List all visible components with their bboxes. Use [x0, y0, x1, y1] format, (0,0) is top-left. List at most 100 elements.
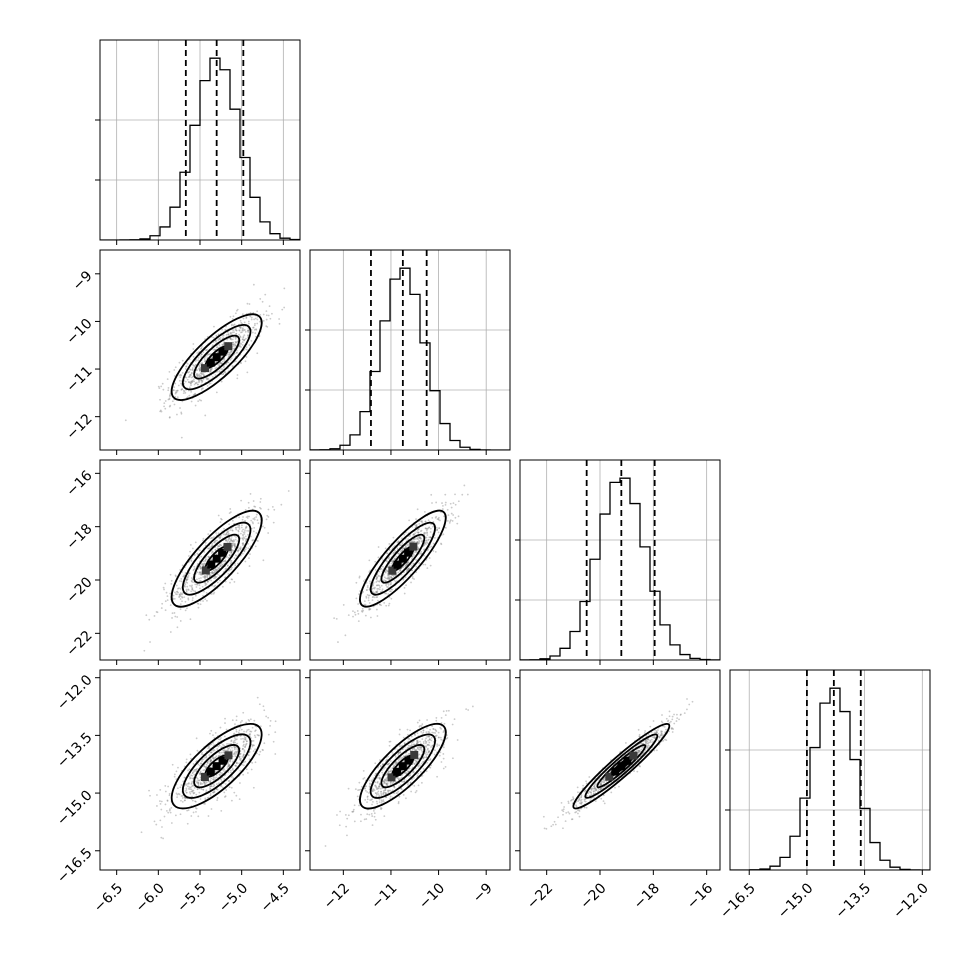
sample-point — [225, 539, 228, 541]
sample-point — [197, 606, 200, 609]
sample-point — [200, 577, 202, 579]
sample-point — [412, 533, 415, 536]
sample-point — [228, 554, 231, 557]
sample-point — [210, 552, 213, 554]
sample-point — [220, 362, 222, 365]
sample-point — [382, 800, 385, 803]
sample-point — [241, 747, 244, 750]
sample-point — [430, 736, 433, 739]
sample-point — [227, 530, 230, 533]
sample-point — [414, 524, 417, 527]
sample-point — [198, 772, 201, 775]
sample-point — [217, 333, 220, 336]
sample-point — [440, 728, 443, 730]
sample-point — [204, 780, 207, 783]
sample-point — [199, 369, 202, 372]
x-tick-label: −6.5 — [91, 880, 126, 915]
sample-point — [377, 790, 380, 793]
sample-point — [218, 536, 220, 539]
sample-point — [201, 381, 203, 384]
sample-point — [358, 788, 361, 791]
sample-point — [217, 514, 220, 517]
sample-point — [173, 773, 176, 776]
panel-frame — [99, 459, 301, 661]
sample-point — [234, 753, 237, 755]
density-pixel — [218, 548, 227, 557]
sample-point — [386, 782, 389, 785]
sample-point — [393, 785, 395, 788]
sample-point — [181, 371, 184, 374]
sample-point — [429, 766, 432, 769]
sample-point — [235, 351, 238, 354]
sample-point — [238, 524, 241, 527]
sample-point — [416, 746, 419, 749]
sample-point — [367, 596, 370, 599]
sample-point — [353, 804, 356, 807]
sample-point — [173, 612, 176, 614]
sample-point — [229, 581, 231, 584]
sample-point — [199, 770, 202, 773]
sample-point — [578, 815, 581, 818]
sample-point — [176, 590, 179, 593]
sample-point — [149, 641, 151, 643]
sample-point — [422, 757, 425, 759]
sample-point — [185, 761, 188, 764]
sample-point — [229, 511, 232, 514]
sample-point — [389, 583, 392, 586]
sample-point — [434, 732, 437, 734]
sample-point — [192, 811, 195, 814]
sample-point — [415, 789, 418, 792]
sample-point — [384, 579, 387, 582]
sample-point — [181, 797, 184, 799]
sample-point — [156, 611, 159, 614]
sample-point — [197, 782, 200, 785]
sample-point — [236, 750, 239, 753]
sample-point — [377, 546, 380, 548]
sample-point — [575, 810, 578, 813]
sample-point — [247, 331, 250, 334]
sample-point — [383, 791, 386, 794]
sample-point — [241, 338, 244, 341]
sample-point — [407, 568, 409, 571]
sample-point — [385, 792, 388, 795]
sample-point — [211, 778, 214, 781]
sample-point — [434, 735, 437, 738]
sample-point — [194, 806, 197, 809]
sample-point — [249, 733, 252, 735]
sample-point — [418, 746, 421, 749]
sample-point — [187, 371, 190, 374]
sample-point — [230, 771, 232, 774]
sample-point — [417, 547, 420, 550]
sample-point — [196, 780, 199, 782]
sample-point — [243, 339, 245, 341]
sample-point — [230, 561, 233, 564]
sample-point — [181, 388, 184, 390]
sample-point — [248, 303, 251, 305]
sample-point — [251, 331, 254, 334]
sample-point — [419, 740, 421, 743]
sample-point — [379, 603, 381, 606]
sample-point — [208, 574, 211, 576]
sample-point — [371, 599, 374, 602]
sample-point — [229, 562, 232, 565]
sample-point — [166, 595, 169, 598]
sample-point — [670, 728, 673, 730]
sample-point — [234, 738, 237, 741]
sample-point — [174, 593, 177, 595]
sample-point — [189, 777, 191, 780]
sample-point — [333, 617, 336, 620]
sample-point — [195, 768, 198, 771]
sample-point — [222, 743, 224, 746]
sample-point — [647, 738, 650, 740]
sample-point — [210, 759, 213, 762]
sample-point — [212, 348, 215, 351]
y-tick-label: −22 — [63, 628, 95, 660]
sample-point — [436, 529, 438, 531]
sample-point — [660, 732, 663, 735]
y-tick-label: −12.0 — [54, 672, 96, 714]
sample-point — [374, 560, 377, 563]
sample-point — [401, 776, 403, 779]
sample-point — [230, 739, 233, 742]
sample-point — [221, 373, 224, 376]
sample-point — [393, 786, 396, 789]
